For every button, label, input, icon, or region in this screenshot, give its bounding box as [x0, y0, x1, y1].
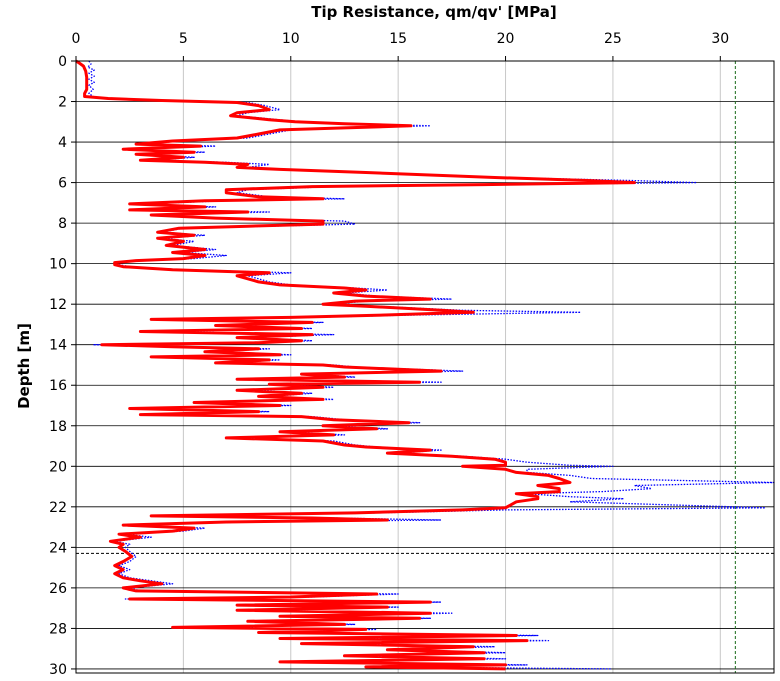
x-tick-label: 0 — [72, 31, 81, 47]
y-tick-label: 18 — [49, 419, 67, 435]
x-tick-label: 20 — [497, 31, 515, 47]
x-tick-label: 25 — [604, 31, 622, 47]
reference-lines — [76, 61, 774, 673]
x-tick-label: 15 — [389, 31, 407, 47]
y-tick-label: 20 — [49, 459, 67, 475]
y-tick-label: 4 — [58, 135, 67, 151]
y-tick-label: 8 — [58, 216, 67, 232]
x-tick-label: 5 — [179, 31, 188, 47]
x-tick-label: 30 — [711, 31, 729, 47]
chart-title: Tip Resistance, qm/qv' [MPa] — [311, 3, 557, 21]
x-tick-label: 10 — [282, 31, 300, 47]
y-tick-label: 0 — [58, 54, 67, 70]
y-tick-label: 16 — [49, 378, 67, 394]
y-tick-label: 26 — [49, 581, 67, 597]
solid-red-series-line — [75, 59, 636, 671]
y-axis-label: Depth [m] — [15, 323, 33, 409]
y-tick-label: 22 — [49, 500, 67, 516]
plot-frame — [75, 60, 775, 674]
y-tick-label: 30 — [49, 662, 67, 676]
grid — [76, 61, 774, 673]
series-layer — [75, 59, 775, 671]
y-tick-label: 28 — [49, 621, 67, 637]
y-tick-label: 12 — [49, 297, 67, 313]
y-tick-label: 10 — [49, 257, 67, 273]
y-tick-label: 14 — [49, 338, 67, 354]
y-tick-label: 6 — [58, 176, 67, 192]
y-tick-label: 24 — [49, 540, 67, 556]
y-tick-label: 2 — [58, 95, 67, 111]
